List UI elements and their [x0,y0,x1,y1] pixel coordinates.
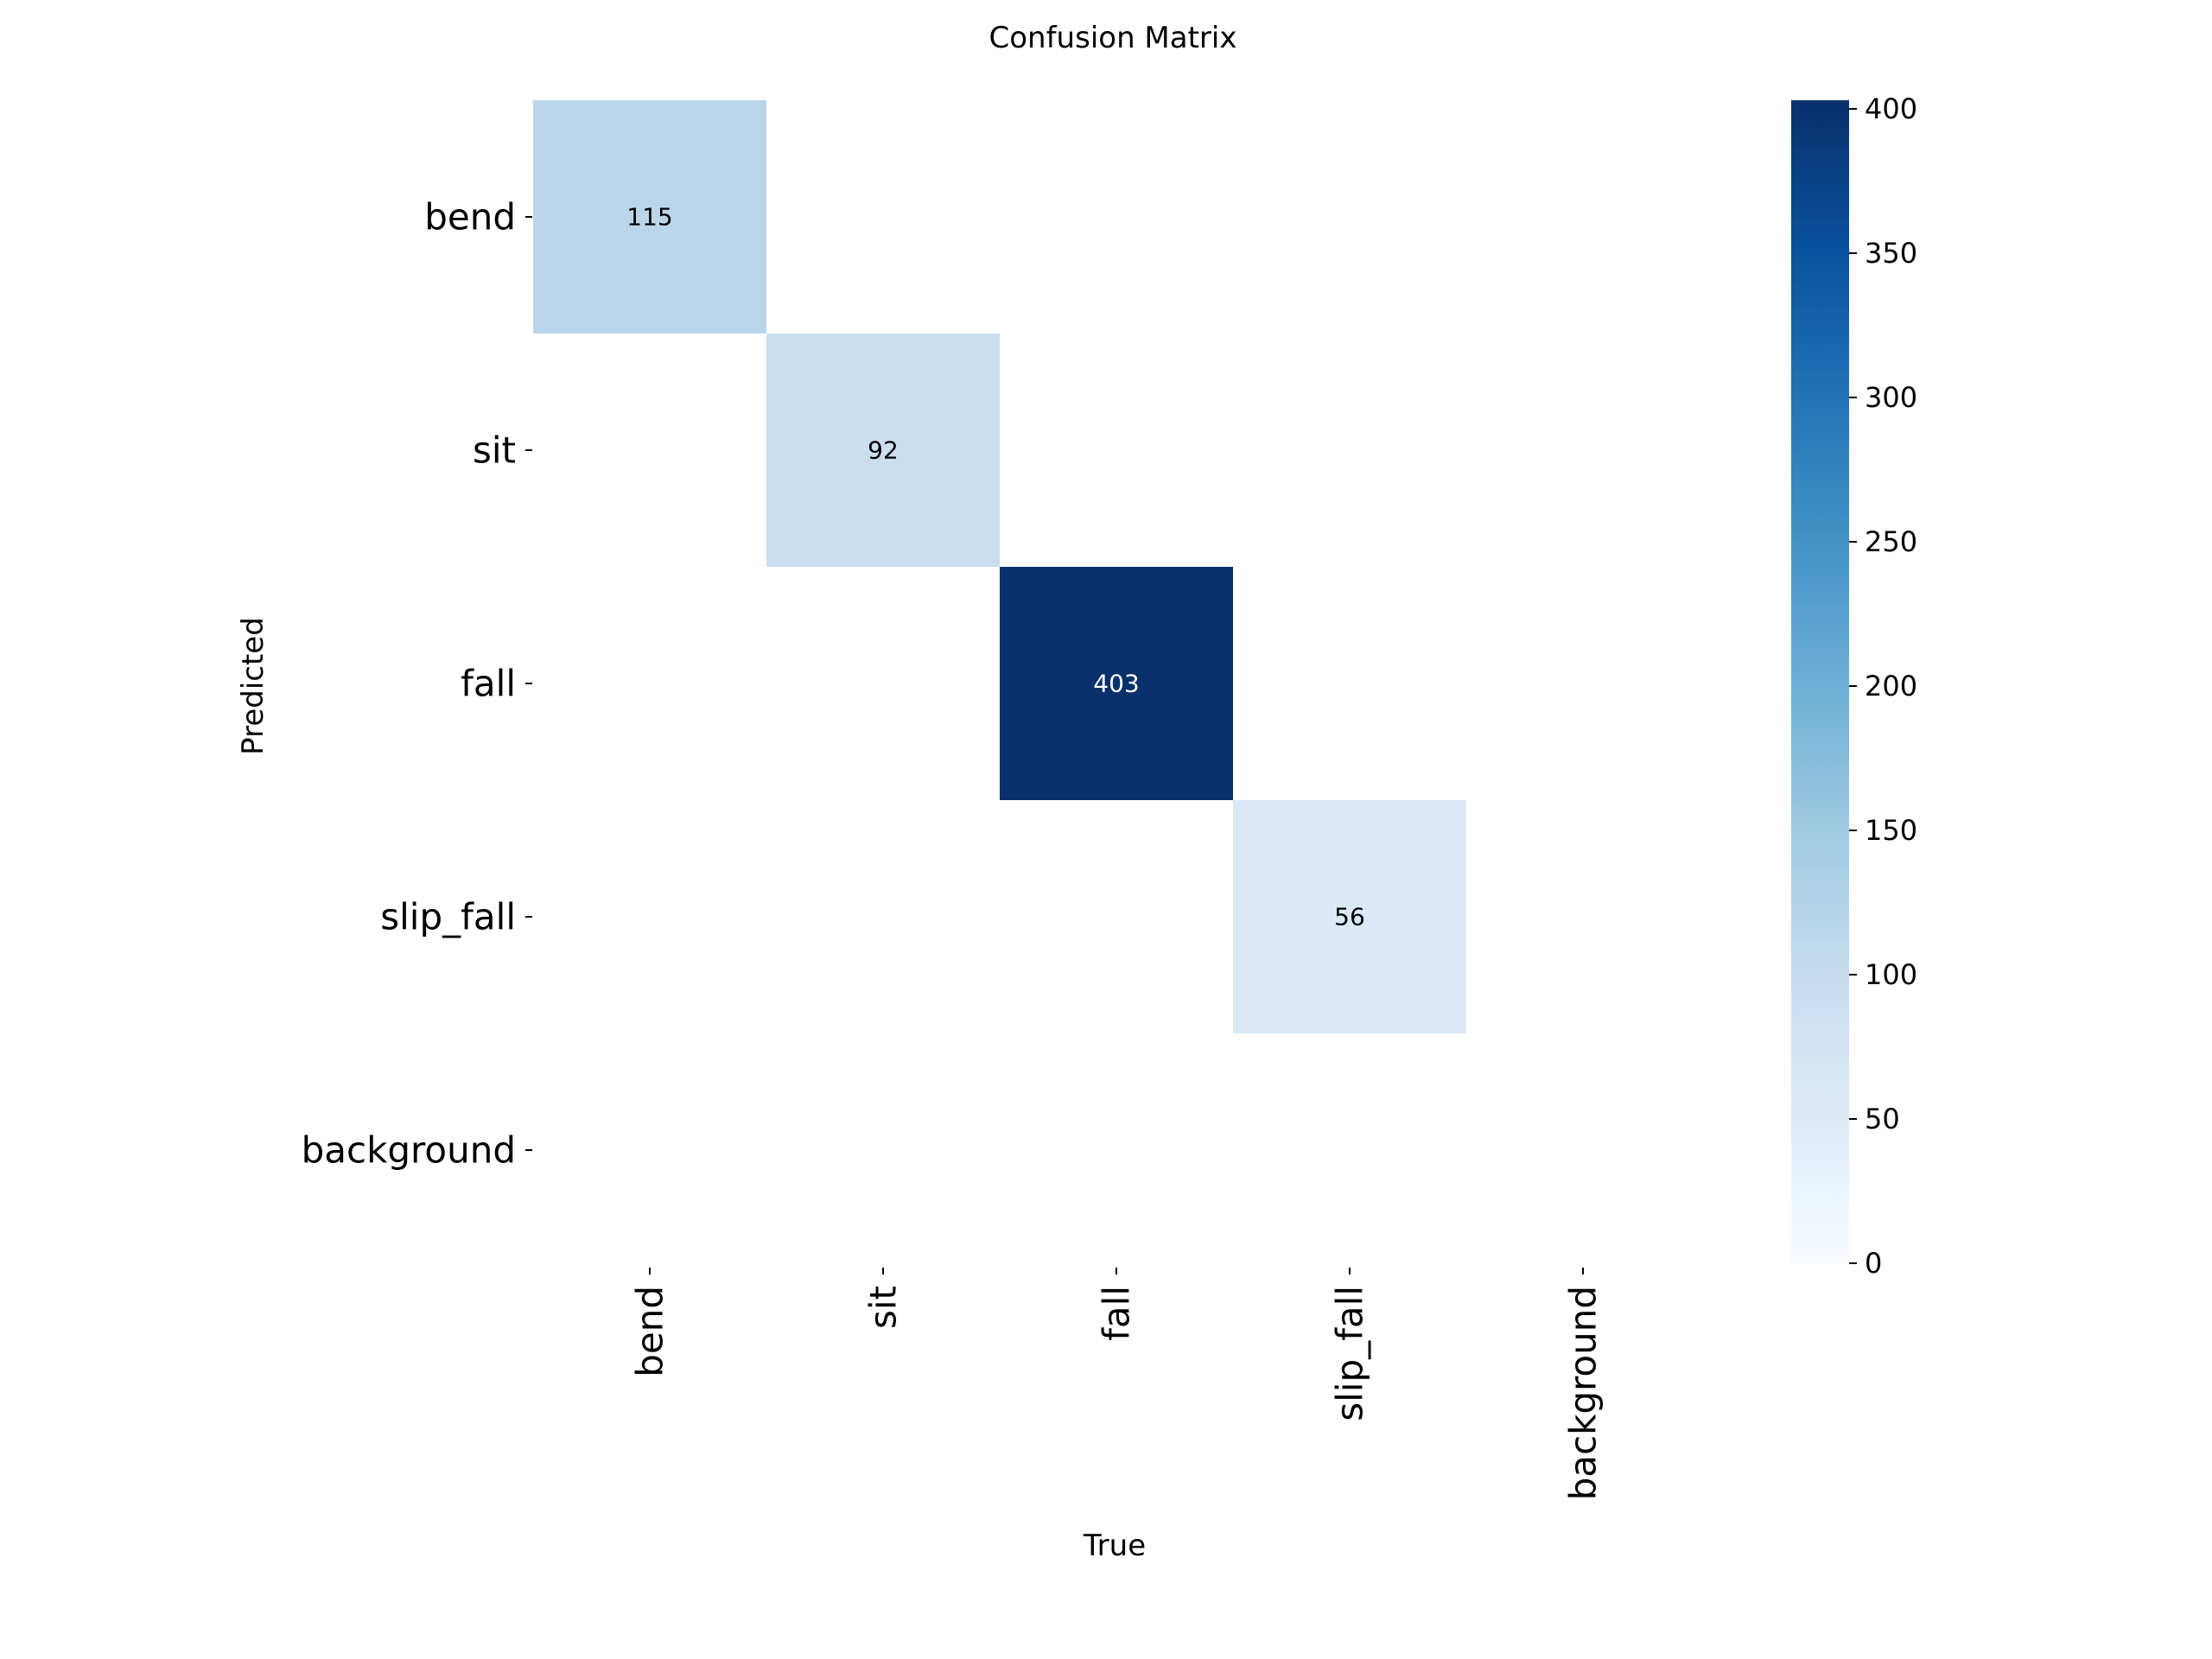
y-tick-label-slip_fall: slip_fall [380,896,516,938]
colorbar-tick-label-100: 100 [1865,958,1917,991]
y-tick-label-fall: fall [461,663,516,705]
cell-value-fall-fall: 403 [1093,670,1139,698]
y-tick-label-bend: bend [424,196,516,238]
colorbar [1791,100,1849,1263]
colorbar-tick-label-200: 200 [1865,670,1917,702]
x-axis-label: True [1083,1529,1146,1563]
colorbar-tick-label-400: 400 [1865,92,1917,125]
heatmap-cell-labels: 115 92 403 56 [626,203,1365,931]
colorbar-tick-label-150: 150 [1865,814,1917,847]
x-tick-label-slip_fall: slip_fall [1329,1286,1371,1421]
colorbar-ticks: 0 50 100 150 200 250 300 350 400 [1849,92,1917,1280]
x-tick-label-bend: bend [629,1286,671,1377]
heatmap-cells [533,100,1466,1033]
cell-value-sit-sit: 92 [868,436,899,465]
cell-value-slip_fall-slip_fall: 56 [1334,903,1365,931]
heatmap-cell-bend-bend [533,100,766,334]
colorbar-tick-label-50: 50 [1865,1103,1900,1135]
x-tick-label-sit: sit [862,1286,905,1329]
y-axis-ticks: bend sit fall slip_fall background [302,196,532,1172]
colorbar-tick-label-250: 250 [1865,525,1917,558]
y-axis-label: Predicted [236,617,270,755]
y-tick-label-sit: sit [473,429,516,472]
heatmap-cell-slip_fall-slip_fall [1233,800,1466,1033]
heatmap-cell-fall-fall [1000,567,1233,800]
x-tick-label-background: background [1562,1286,1605,1500]
x-axis-ticks: bend sit fall slip_fall background [629,1268,1605,1500]
chart-title: Confusion Matrix [989,21,1237,55]
colorbar-tick-label-0: 0 [1865,1247,1882,1280]
x-tick-label-fall: fall [1096,1286,1138,1341]
cell-value-bend-bend: 115 [626,203,672,232]
colorbar-tick-label-300: 300 [1865,381,1917,414]
y-tick-label-background: background [302,1129,516,1172]
heatmap-cell-sit-sit [766,334,1000,567]
colorbar-tick-label-350: 350 [1865,237,1917,270]
